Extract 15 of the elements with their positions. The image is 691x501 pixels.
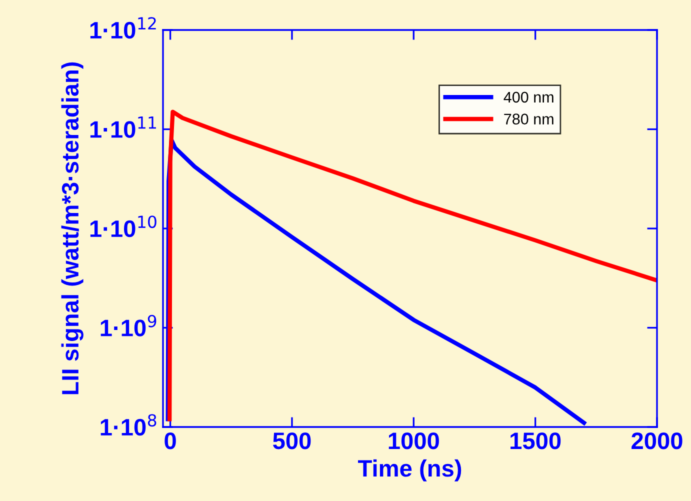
y-tick-label: 1·10$^{11}$ xyxy=(90,116,156,138)
y-tick-label: 1·10$^{8}$ xyxy=(100,414,156,436)
x-axis-title: Time (ns) xyxy=(358,459,462,482)
x-tick-label: 1000 xyxy=(388,432,439,450)
x-tick-label: 500 xyxy=(273,432,311,450)
y-tick-label: 1·10$^{12}$ xyxy=(90,17,156,39)
line-series xyxy=(167,110,657,422)
x-tick-label: 0 xyxy=(164,432,176,450)
y-tick-label: 1·10$^{10}$ xyxy=(90,216,156,238)
y-tick-label: 1·10$^{9}$ xyxy=(100,314,156,336)
x-tick-label: 1500 xyxy=(510,432,561,450)
legend-label: 780 nm xyxy=(504,114,554,124)
x-tick-label: 2000 xyxy=(632,432,682,450)
legend-label: 400 nm xyxy=(504,92,554,103)
y-axis-title: LII signal (watt/m*3·steradian) xyxy=(61,62,84,394)
